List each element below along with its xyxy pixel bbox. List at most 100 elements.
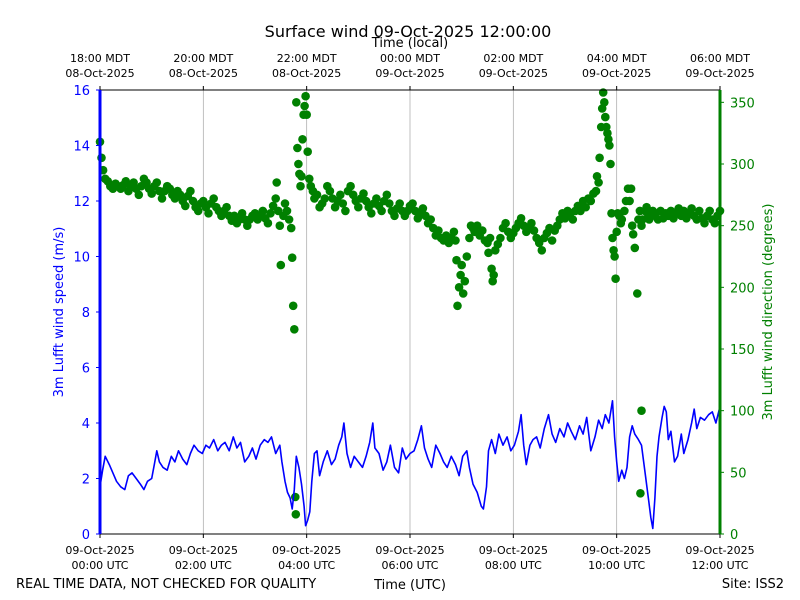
direction-point-89 <box>297 172 306 181</box>
direction-point-239 <box>617 215 627 224</box>
direction-point-192 <box>529 226 539 235</box>
direction-point-84 <box>292 98 301 107</box>
direction-point-173 <box>485 233 495 243</box>
direction-point-244 <box>626 184 636 193</box>
direction-point-195 <box>537 246 547 255</box>
direction-point-162 <box>462 252 472 261</box>
top-tick-date-0: 08-Oct-2025 <box>65 67 134 80</box>
direction-point-128 <box>385 199 394 208</box>
direction-point-92 <box>300 101 309 111</box>
bottom-x-axis-label: Time (UTC) <box>373 578 446 593</box>
direction-point-285 <box>637 406 646 416</box>
direction-point-21 <box>147 189 156 198</box>
bottom-x-ticks: 09-Oct-2025 00:00 UTC 09-Oct-2025 02:00 UTC… <box>65 534 755 572</box>
right-tick-label-3: 150 <box>730 343 755 358</box>
direction-point-280 <box>705 206 714 216</box>
top-x-axis-label: Time (local) <box>371 36 448 51</box>
direction-point-34 <box>181 201 190 211</box>
direction-point-23 <box>152 178 162 187</box>
direction-point-216 <box>591 186 601 196</box>
direction-point-113 <box>346 181 355 191</box>
top-tick-date-1: 08-Oct-2025 <box>169 67 238 80</box>
left-tick-label-3: 6 <box>82 362 90 377</box>
direction-point-276 <box>695 206 704 216</box>
bottom-tick-date-6: 09-Oct-2025 <box>685 544 754 557</box>
left-y-ticks: 0 2 4 6 8 10 12 14 16 <box>73 84 100 543</box>
direction-point-105 <box>325 186 335 196</box>
bottom-tick-date-3: 09-Oct-2025 <box>375 544 444 557</box>
wind-speed-series <box>99 400 721 530</box>
direction-point-95 <box>303 147 313 156</box>
top-tick-date-5: 09-Oct-2025 <box>582 67 651 80</box>
direction-point-246 <box>628 230 638 239</box>
direction-point-121 <box>367 209 376 218</box>
direction-point-169 <box>478 226 487 235</box>
left-tick-label-4: 8 <box>82 306 90 321</box>
direction-point-141 <box>418 204 428 213</box>
direction-point-75 <box>280 199 290 208</box>
vertical-gridlines <box>202 90 618 534</box>
bottom-tick-time-4: 08:00 UTC <box>485 559 542 572</box>
direction-point-130 <box>390 211 399 221</box>
right-tick-label-0: 0 <box>730 528 738 543</box>
right-tick-label-7: 350 <box>730 96 755 111</box>
direction-point-243 <box>625 196 634 206</box>
direction-point-157 <box>454 283 464 292</box>
direction-point-187 <box>516 214 526 223</box>
direction-point-100 <box>312 190 322 200</box>
top-tick-date-6: 09-Oct-2025 <box>685 67 754 80</box>
direction-point-273 <box>687 204 696 213</box>
direction-point-156 <box>453 301 462 311</box>
direction-point-88 <box>296 181 305 191</box>
direction-point-191 <box>527 218 536 228</box>
direction-point-90 <box>298 135 307 144</box>
direction-point-73 <box>276 260 286 270</box>
left-tick-label-1: 2 <box>82 473 90 488</box>
top-x-ticks: 18:00 MDT 08-Oct-2025 20:00 MDT 08-Oct-2025… <box>65 52 755 90</box>
direction-point-86 <box>294 159 303 169</box>
direction-point-218 <box>594 178 603 187</box>
bottom-tick-date-2: 09-Oct-2025 <box>272 544 341 557</box>
bottom-tick-time-6: 12:00 UTC <box>691 559 748 572</box>
right-y-axis-label: 3m Lufft wind direction (degrees) <box>761 204 776 421</box>
bottom-tick-date-0: 09-Oct-2025 <box>65 544 134 557</box>
direction-point-224 <box>601 112 610 122</box>
direction-point-286 <box>636 489 645 498</box>
direction-point-235 <box>612 227 621 237</box>
right-y-ticks: 0 50 100 150 200 250 300 350 <box>720 96 755 543</box>
bottom-tick-date-1: 09-Oct-2025 <box>169 544 238 557</box>
direction-point-229 <box>606 159 615 169</box>
left-tick-label-5: 10 <box>73 251 90 266</box>
direction-point-132 <box>395 199 405 208</box>
direction-point-179 <box>496 233 505 243</box>
direction-point-123 <box>372 194 381 203</box>
bottom-tick-time-2: 04:00 UTC <box>278 559 335 572</box>
direction-point-214 <box>586 196 596 206</box>
bottom-tick-time-1: 02:00 UTC <box>175 559 232 572</box>
direction-point-245 <box>627 221 637 230</box>
top-tick-date-4: 09-Oct-2025 <box>479 67 548 80</box>
direction-point-93 <box>301 91 310 101</box>
direction-point-118 <box>359 189 368 198</box>
direction-point-25 <box>157 194 167 203</box>
right-tick-label-1: 50 <box>730 466 747 481</box>
direction-point-154 <box>451 236 460 245</box>
direction-point-199 <box>547 236 557 245</box>
direction-point-231 <box>608 233 617 243</box>
wind-direction-series <box>95 88 725 519</box>
direction-point-212 <box>581 202 590 212</box>
direction-point-228 <box>605 141 614 150</box>
direction-point-158 <box>456 270 465 280</box>
direction-point-16 <box>134 190 144 200</box>
direction-point-252 <box>638 215 647 224</box>
direction-point-219 <box>595 153 604 163</box>
direction-point-64 <box>258 206 268 216</box>
top-tick-time-1: 20:00 MDT <box>173 52 233 65</box>
direction-point-103 <box>320 194 330 203</box>
direction-point-161 <box>460 276 470 286</box>
left-tick-label-7: 14 <box>73 140 90 155</box>
direction-point-222 <box>598 88 608 97</box>
bottom-tick-date-4: 09-Oct-2025 <box>479 544 548 557</box>
direction-point-83 <box>291 510 301 519</box>
direction-point-96 <box>305 174 314 184</box>
